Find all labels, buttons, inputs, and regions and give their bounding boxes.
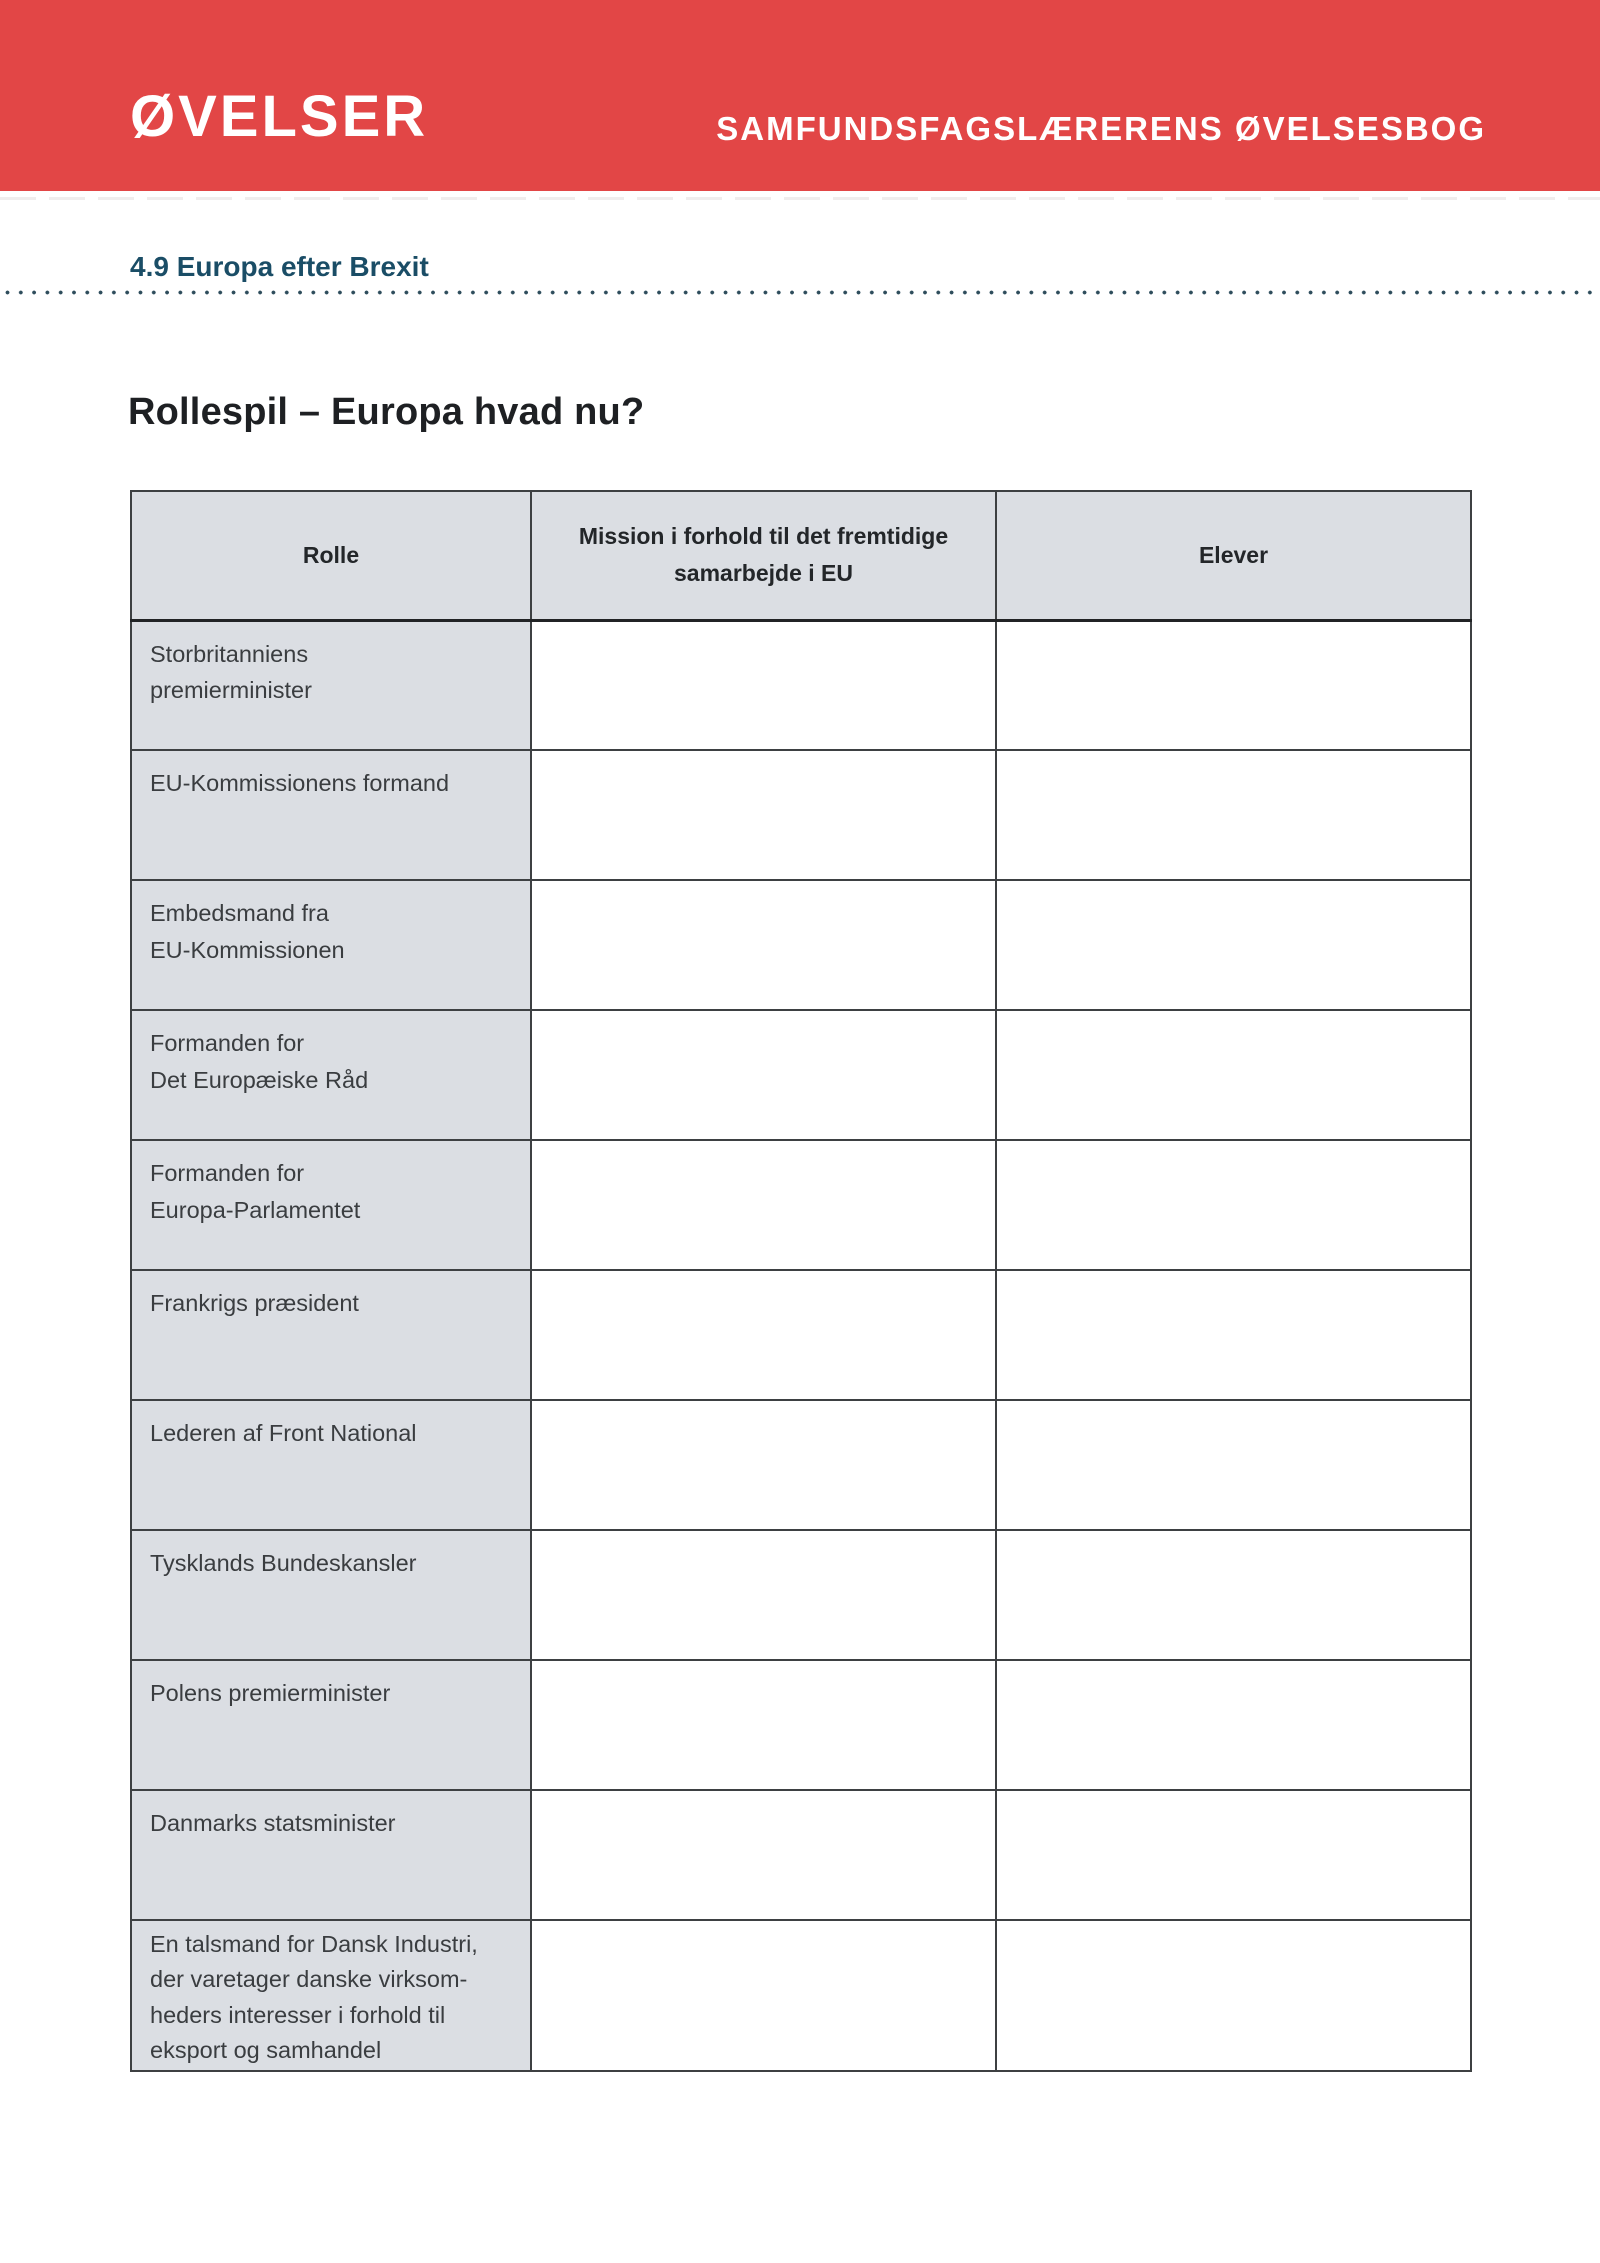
role-cell: Danmarks statsminister	[130, 1789, 532, 1921]
students-cell	[995, 749, 1472, 881]
activity-heading: Rollespil – Europa hvad nu?	[128, 391, 645, 434]
series-label: ØVELSER	[130, 84, 429, 149]
header-role: Rolle	[130, 490, 532, 622]
header-mission: Mission i forhold til det fremtidige sam…	[530, 490, 997, 622]
students-cell	[995, 1009, 1472, 1141]
table-row: Formanden for Europa-Parlamentet	[130, 1139, 1472, 1271]
table-row: EU-Kommissionens formand	[130, 749, 1472, 881]
table-row: En talsmand for Dansk Industri, der vare…	[130, 1919, 1472, 2072]
table-row: Polens premierminister	[130, 1659, 1472, 1791]
top-banner: ØVELSER SAMFUNDSFAGSLÆRERENS ØVELSESBOG	[0, 0, 1600, 191]
role-cell: Polens premierminister	[130, 1659, 532, 1791]
students-cell	[995, 1269, 1472, 1401]
students-cell	[995, 1399, 1472, 1531]
mission-cell	[530, 1139, 997, 1271]
students-cell	[995, 1139, 1472, 1271]
mission-cell	[530, 1919, 997, 2072]
students-cell	[995, 1919, 1472, 2072]
book-title: SAMFUNDSFAGSLÆRERENS ØVELSESBOG	[716, 110, 1486, 147]
mission-cell	[530, 1529, 997, 1661]
role-cell: Lederen af Front National	[130, 1399, 532, 1531]
table-row: Formanden for Det Europæiske Råd	[130, 1009, 1472, 1141]
students-cell	[995, 619, 1472, 751]
section-title: 4.9 Europa efter Brexit	[130, 251, 429, 283]
role-cell: En talsmand for Dansk Industri, der vare…	[130, 1919, 532, 2072]
roleplay-table: Rolle Mission i forhold til det fremtidi…	[130, 490, 1472, 2072]
mission-cell	[530, 1009, 997, 1141]
role-cell: Storbritanniens premierminister	[130, 619, 532, 751]
table-row: Embedsmand fra EU-Kommissionen	[130, 879, 1472, 1011]
table-header-row: Rolle Mission i forhold til det fremtidi…	[130, 490, 1472, 622]
table-row: Lederen af Front National	[130, 1399, 1472, 1531]
students-cell	[995, 1659, 1472, 1791]
mission-cell	[530, 879, 997, 1011]
students-cell	[995, 1789, 1472, 1921]
mission-cell	[530, 1399, 997, 1531]
role-cell: Frankrigs præsident	[130, 1269, 532, 1401]
role-cell: Tysklands Bundeskansler	[130, 1529, 532, 1661]
table-row: Frankrigs præsident	[130, 1269, 1472, 1401]
students-cell	[995, 1529, 1472, 1661]
role-cell: EU-Kommissionens formand	[130, 749, 532, 881]
mission-cell	[530, 749, 997, 881]
dotted-separator	[5, 290, 1595, 295]
header-students: Elever	[995, 490, 1472, 622]
mission-cell	[530, 1789, 997, 1921]
students-cell	[995, 879, 1472, 1011]
table-row: Storbritanniens premierminister	[130, 619, 1472, 751]
mission-cell	[530, 1269, 997, 1401]
table-row: Danmarks statsminister	[130, 1789, 1472, 1921]
mission-cell	[530, 619, 997, 751]
mission-cell	[530, 1659, 997, 1791]
role-cell: Formanden for Det Europæiske Råd	[130, 1009, 532, 1141]
table-row: Tysklands Bundeskansler	[130, 1529, 1472, 1661]
banner-dash-artifact	[0, 197, 1600, 200]
role-cell: Embedsmand fra EU-Kommissionen	[130, 879, 532, 1011]
role-cell: Formanden for Europa-Parlamentet	[130, 1139, 532, 1271]
